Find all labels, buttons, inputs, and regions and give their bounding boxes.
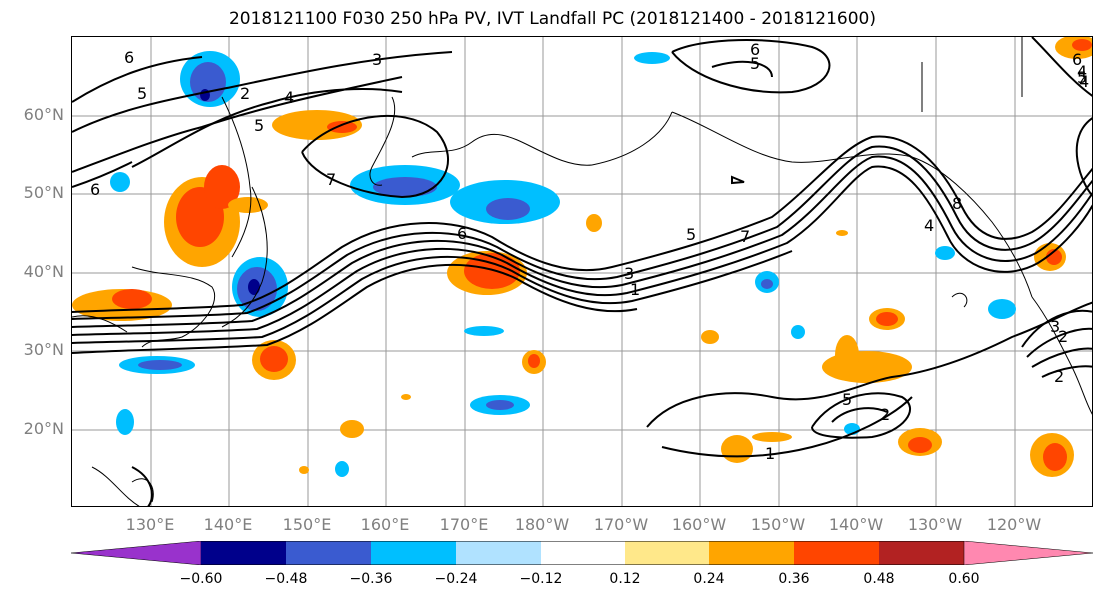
contour-label: 3	[372, 50, 382, 69]
contour-label: 5	[1077, 68, 1087, 87]
colorbar-tick-label: 0.12	[609, 571, 641, 587]
lon-label: 180°W	[514, 515, 570, 534]
contour-label: 5	[686, 225, 696, 244]
contour-label: 1	[630, 280, 640, 299]
contour-lines	[72, 37, 1092, 506]
colorbar-bin	[625, 541, 709, 565]
lat-label: 20°N	[23, 419, 64, 438]
contour-label: 5	[750, 54, 760, 73]
contour-label: 4	[924, 216, 934, 235]
lon-label: 170°E	[439, 515, 489, 534]
colorbar-tick-label: 0.48	[863, 571, 895, 587]
contour-label: 4	[1079, 72, 1089, 91]
lon-label: 150°W	[750, 515, 806, 534]
lon-label: 140°E	[203, 515, 253, 534]
contour-label: 2	[1058, 327, 1068, 346]
colorbar-tick-label: −0.24	[434, 571, 478, 587]
map-panel: 6 5 3 2 4 5 7 6 6 5 6 5 4 6 8 4 7 5 3 1 …	[71, 36, 1093, 507]
colorbar-tick-label: 0.60	[948, 571, 980, 587]
lat-label: 60°N	[23, 105, 64, 124]
figure-title: 2018121100 F030 250 hPa PV, IVT Landfall…	[228, 9, 876, 29]
contour-label: 2	[240, 84, 250, 103]
lon-label: 160°E	[360, 515, 410, 534]
contour-label: 6	[750, 40, 760, 59]
colorbar-extend-max	[963, 541, 1093, 565]
contour-label: 2	[880, 405, 890, 424]
lon-label: 130°E	[125, 515, 175, 534]
lat-label: 40°N	[23, 262, 64, 281]
lon-label: 120°W	[986, 515, 1042, 534]
lon-label: 160°W	[671, 515, 727, 534]
lat-label: 30°N	[23, 340, 64, 359]
colorbar-bin	[541, 541, 625, 565]
colorbar-extend-min	[71, 541, 202, 565]
lon-label: 140°W	[828, 515, 884, 534]
colorbar-tick-label: −0.36	[349, 571, 393, 587]
lat-label: 50°N	[23, 183, 64, 202]
contour-label: 5	[137, 84, 147, 103]
contour-label: 5	[842, 390, 852, 409]
colorbar-tick-label: 0.36	[778, 571, 810, 587]
map-canvas: 6 5 3 2 4 5 7 6 6 5 6 5 4 6 8 4 7 5 3 1 …	[72, 37, 1092, 506]
lon-label: 150°E	[282, 515, 332, 534]
contour-label: 6	[124, 48, 134, 67]
contour-label: 8	[952, 194, 962, 213]
lon-label: 130°W	[907, 515, 963, 534]
contour-label: 4	[284, 88, 294, 107]
colorbar-tick-label: −0.60	[179, 571, 223, 587]
contour-label: 2	[1054, 367, 1064, 386]
colorbar-bin	[371, 541, 456, 565]
colorbar-bin	[286, 541, 371, 565]
contour-label: 6	[1072, 50, 1082, 69]
colorbar-bin	[879, 541, 964, 565]
colorbar-bin	[201, 541, 286, 565]
colorbar-bin	[456, 541, 541, 565]
contour-labels: 6 5 3 2 4 5 7 6 6 5 6 5 4 6 8 4 7 5 3 1 …	[90, 40, 1089, 463]
contour-label: 7	[740, 227, 750, 246]
colorbar-tick-label: −0.12	[519, 571, 563, 587]
contour-label: 4	[1077, 62, 1087, 81]
colorbar-bin	[709, 541, 794, 565]
contour-label: 3	[624, 264, 634, 283]
colorbar-tick-label: −0.48	[264, 571, 308, 587]
contour-label: 6	[90, 180, 100, 199]
contour-label: 5	[254, 116, 264, 135]
contour-label: 3	[1050, 317, 1060, 336]
lon-label: 170°W	[593, 515, 649, 534]
colorbar-tick-label: 0.24	[693, 571, 725, 587]
colorbar-bin	[794, 541, 879, 565]
contour-label: 1	[765, 444, 775, 463]
colorbar	[71, 541, 1093, 565]
contour-label: 6	[457, 224, 467, 243]
contour-label: 7	[326, 170, 336, 189]
